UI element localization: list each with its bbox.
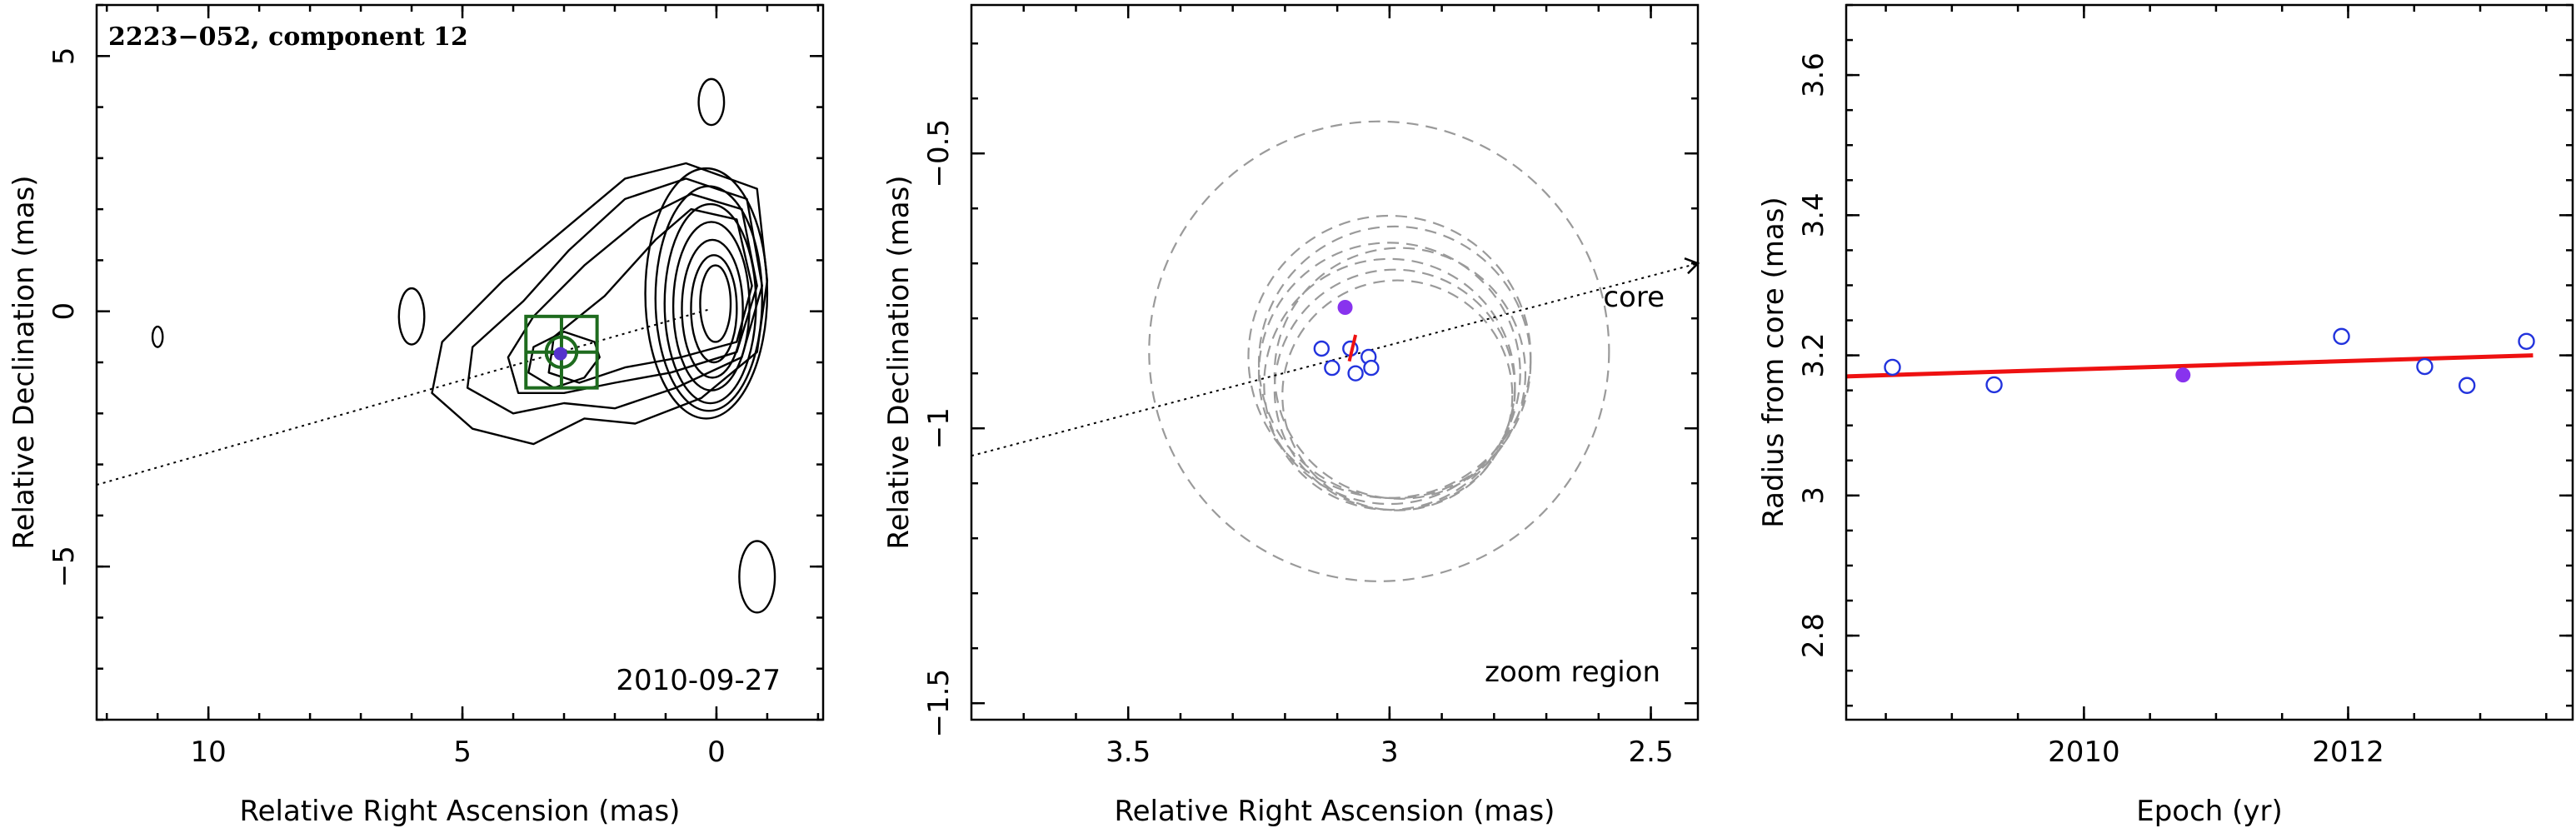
y-tick-label: 0 (47, 302, 81, 321)
x-tick-label: 5 (453, 736, 472, 769)
panel-2-frame (970, 3, 1700, 721)
x-tick-label: 3 (1380, 736, 1399, 769)
y-tick-label: 3.6 (1797, 52, 1830, 97)
radius-points (1884, 327, 2535, 394)
reference-epoch-point (2175, 367, 2191, 383)
panel-2-x-axis-label: Relative Right Ascension (mas) (1115, 795, 1555, 828)
x-tick-label: 2012 (2312, 736, 2384, 769)
y-tick-label: 3 (1797, 486, 1830, 505)
panel-1-ticks: 10 5 0 5 0 −5 (47, 3, 823, 769)
isolated-contour (697, 77, 726, 127)
radius-point (1985, 376, 2003, 394)
core-contour (690, 254, 738, 364)
component-position-point (1313, 340, 1330, 357)
radius-point (1884, 358, 1901, 377)
panel-2-y-axis-label: Relative Declination (mas) (882, 175, 916, 549)
core-contour (644, 167, 769, 420)
error-circle (1247, 214, 1532, 499)
contour-set (151, 77, 776, 614)
jet-contour (547, 207, 753, 384)
linear-fit-line (1845, 353, 2534, 379)
y-tick-label: 5 (47, 47, 81, 65)
y-tick-label: −1 (922, 407, 956, 449)
panel-2-ticks: 3.5 3 2.5 −0.5 −1 −1.5 (922, 5, 1698, 769)
error-circle (1281, 279, 1514, 511)
error-ellipses (1148, 120, 1610, 582)
component-box-circle (544, 335, 579, 370)
x-tick-label: 3.5 (1106, 736, 1151, 769)
core-label: core (1603, 281, 1665, 314)
x-tick-label: 2.5 (1629, 736, 1674, 769)
x-tick-label: 0 (707, 736, 726, 769)
panel-1-epoch-label: 2010-09-27 (616, 664, 781, 697)
panel-3-frame (1845, 3, 2574, 721)
y-tick-label: −5 (47, 546, 81, 587)
panel-3-ticks: 2010 2012 2.8 3 3.2 3.4 3.6 (1797, 3, 2573, 769)
y-tick-label: −0.5 (922, 119, 956, 188)
panel-3-x-axis-label: Epoch (yr) (2136, 795, 2283, 828)
component-position-point (1324, 359, 1340, 377)
panel-1-contour-map: 10 5 0 5 0 −5 2223−052, component 12 2010-09-… (7, 3, 825, 828)
x-tick-label: 2010 (2048, 736, 2120, 769)
jet-contour (466, 177, 763, 415)
error-circle (1273, 247, 1527, 500)
panel-1-x-axis-label: Relative Right Ascension (mas) (240, 795, 681, 828)
panel-3-radius-vs-epoch: 2010 2012 2.8 3 3.2 3.4 3.6 Epoch (yr) Radius … (1757, 3, 2574, 828)
panel-1-y-axis-label: Relative Declination (mas) (7, 175, 41, 549)
error-circle (1148, 120, 1610, 582)
jet-axis-line (97, 307, 712, 486)
component-position-point (1363, 359, 1380, 377)
y-tick-label: −1.5 (922, 669, 956, 738)
velocity-vector (1347, 334, 1358, 362)
radius-point (2416, 357, 2434, 376)
y-tick-label: 3.2 (1797, 333, 1830, 378)
panel-3-y-axis-label: Radius from core (mas) (1757, 197, 1790, 527)
zoom-region-label: zoom region (1485, 656, 1660, 689)
isolated-contour (397, 287, 426, 346)
x-tick-label: 10 (191, 736, 227, 769)
jet-contour (431, 162, 769, 446)
error-circle (1257, 242, 1521, 506)
panel-1-plot-area (97, 77, 776, 614)
radius-point (2458, 377, 2476, 394)
core-contour (671, 221, 751, 392)
error-circle (1273, 268, 1516, 511)
jet-contour (507, 192, 758, 394)
panel-2-plot-area (971, 120, 1698, 582)
core-contour (699, 264, 732, 343)
component-positions (1313, 300, 1380, 382)
y-tick-label: 3.4 (1797, 192, 1830, 237)
component-position-point (1347, 365, 1364, 382)
reference-epoch-point (1337, 300, 1353, 315)
panel-1-title: 2223−052, component 12 (108, 22, 468, 52)
isolated-contour (738, 540, 776, 614)
panel-2-zoom-region: 3.5 3 2.5 −0.5 −1 −1.5 core zoom region Relat… (882, 3, 1700, 828)
radius-point (2518, 332, 2535, 350)
y-tick-label: 2.8 (1797, 613, 1830, 658)
radius-point (2333, 327, 2350, 346)
error-circle (1263, 257, 1516, 511)
component-marker (553, 347, 567, 361)
core-direction-line (971, 262, 1698, 457)
core-contour (681, 238, 744, 379)
isolated-contour (151, 325, 164, 348)
